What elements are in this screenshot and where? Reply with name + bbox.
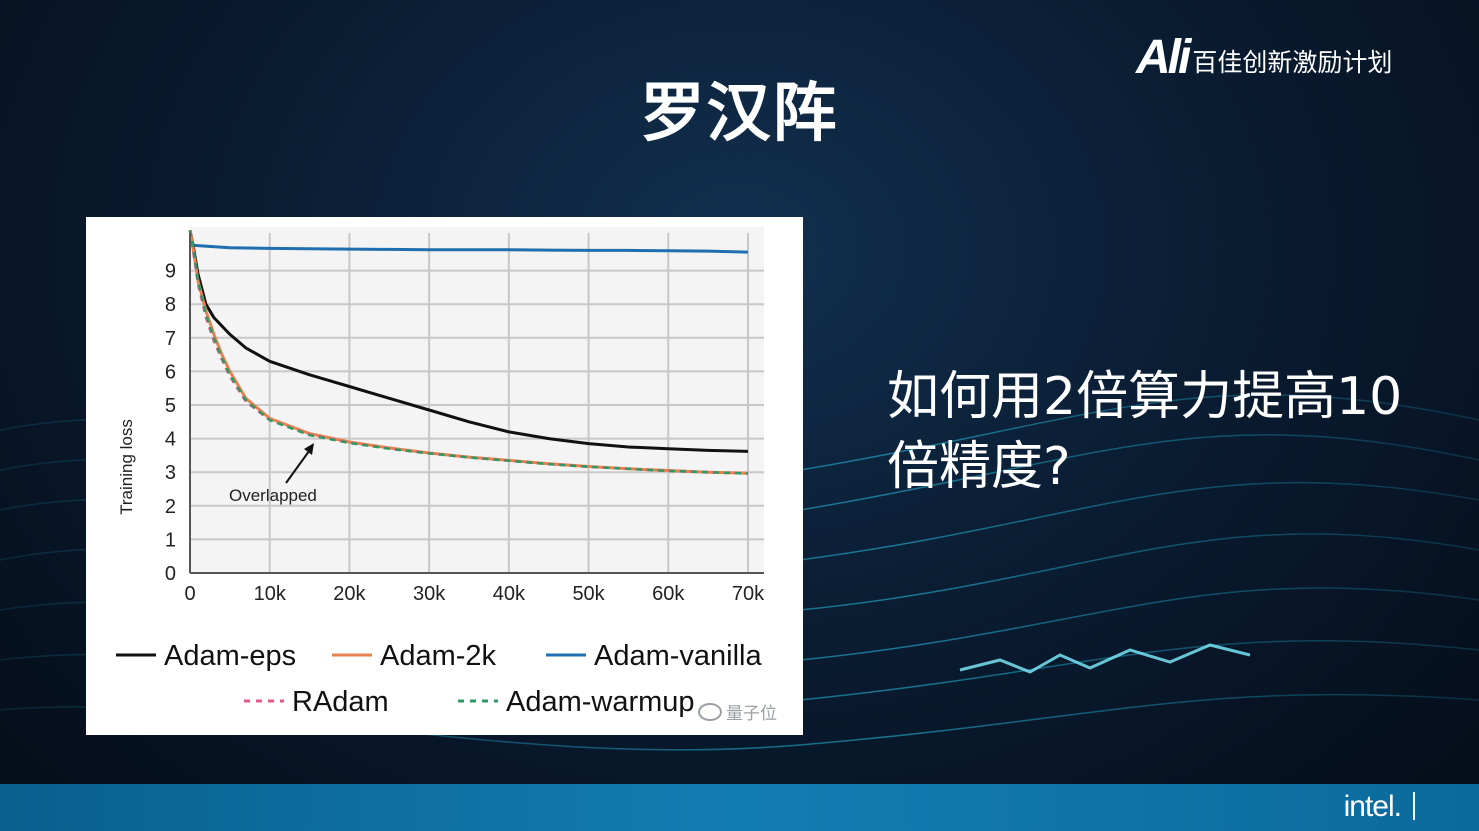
footer-divider [1413, 792, 1415, 820]
annotation-layer: Overlapped [229, 443, 317, 505]
legend-label: Adam-vanilla [594, 640, 762, 672]
x-tick-label: 10k [254, 583, 287, 605]
y-tick-label: 7 [165, 328, 176, 350]
y-tick-label: 8 [165, 294, 176, 316]
sponsor-brand: Ali 百佳创新激励计划 [1136, 31, 1393, 84]
overlapped-annotation: Overlapped [229, 486, 317, 505]
y-tick-label: 4 [165, 429, 176, 451]
watermark: 量子位 [698, 699, 777, 724]
intel-logo: intel. [1343, 790, 1402, 823]
annotation-arrow [285, 446, 313, 484]
alibaba-logo: Ali [1136, 31, 1191, 84]
program-name: 百佳创新激励计划 [1192, 48, 1393, 77]
wechat-icon [698, 702, 722, 721]
question-text: 如何用2倍算力提高10倍精度? [887, 367, 1403, 497]
x-tick-label: 50k [572, 583, 605, 605]
y-tick-label: 3 [165, 462, 176, 484]
legend-label: Adam-2k [380, 640, 497, 672]
legend-label: RAdam [292, 686, 389, 718]
y-tick-label: 0 [165, 563, 176, 585]
training-loss-chart-panel: 0 10k 20k 30k 40k 50k 60k 70k 0 1 2 3 4 5 6 7 8 9 Trainin… [86, 217, 803, 735]
x-tick-label: 60k [652, 583, 685, 605]
footer-bar: intel. [0, 784, 1479, 831]
x-tick-label: 0 [184, 583, 195, 605]
annotation-arrowhead [304, 443, 314, 455]
axis-layer: 0 10k 20k 30k 40k 50k 60k 70k 0 1 2 3 4 5 6 7 8 9 [165, 233, 765, 605]
x-tick-label: 70k [732, 583, 765, 605]
legend-label: Adam-eps [164, 640, 296, 672]
grid-layer [189, 227, 764, 574]
y-tick-label: 5 [165, 395, 176, 417]
slide-title: 罗汉阵 [640, 77, 839, 151]
y-axis-label: Training loss [117, 419, 136, 515]
training-loss-chart: 0 10k 20k 30k 40k 50k 60k 70k 0 1 2 3 4 5 6 7 8 9 Trainin… [116, 227, 765, 718]
watermark-text: 量子位 [726, 704, 777, 724]
x-tick-label: 20k [333, 583, 366, 605]
x-tick-label: 40k [493, 583, 526, 605]
legend-label: Adam-warmup [506, 686, 695, 718]
series-line-adam-eps [188, 230, 749, 453]
plot-area [190, 227, 764, 573]
y-tick-label: 1 [165, 529, 176, 551]
y-tick-label: 2 [165, 496, 176, 518]
series-line-adam-warmup [188, 230, 749, 475]
chart-legend: Adam-eps Adam-2k Adam-vanilla RAdam Adam-war… [116, 640, 762, 718]
series-line-adam-vanilla [193, 243, 749, 254]
x-tick-label: 30k [413, 583, 446, 605]
series-layer [188, 230, 749, 475]
y-tick-label: 6 [165, 361, 176, 383]
y-tick-label: 9 [165, 261, 176, 283]
